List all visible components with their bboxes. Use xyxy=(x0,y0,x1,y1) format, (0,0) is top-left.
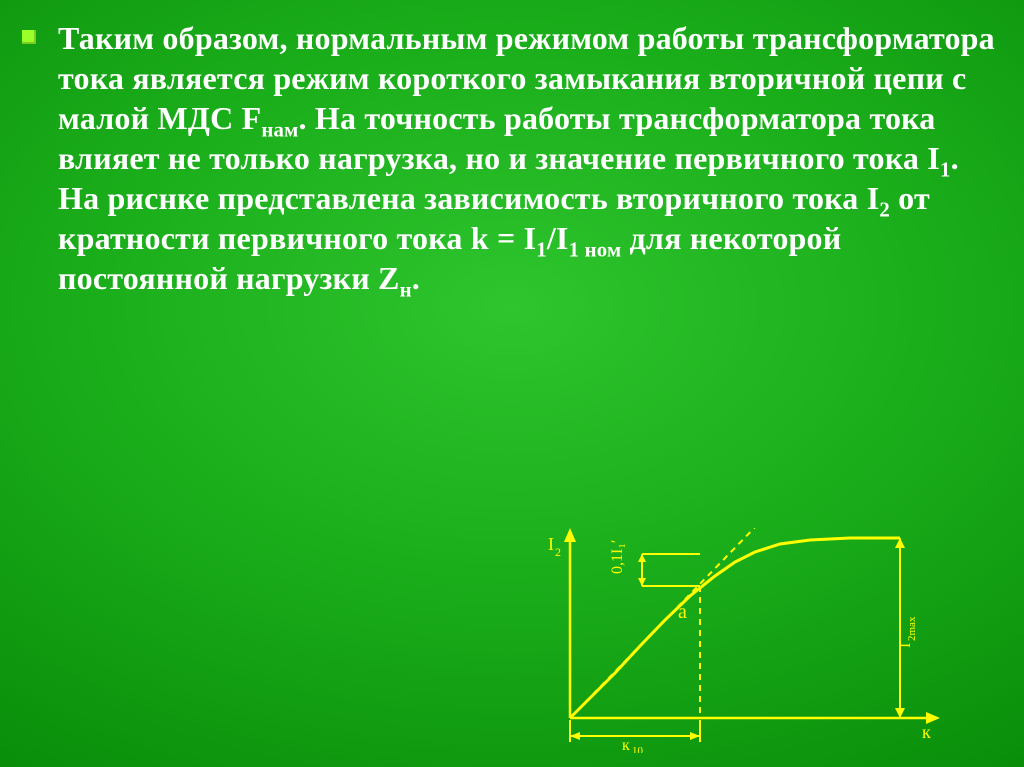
k10-label: к xyxy=(622,737,630,753)
i2max-label: I xyxy=(897,643,914,648)
i2max-marker xyxy=(895,538,905,718)
chart-container: I 2 а 0,1I₁′ I 2max к 10 к xyxy=(530,528,970,753)
y-axis-arrow-icon xyxy=(564,528,576,542)
paragraph-text: Таким образом, нормальным режимом работы… xyxy=(58,18,1006,298)
a-label: а xyxy=(678,601,687,623)
k10-label-sub: 10 xyxy=(632,745,644,753)
curve-chart: I 2 а 0,1I₁′ I 2max к 10 к xyxy=(530,528,970,753)
x-axis-label: к xyxy=(922,722,931,742)
y-axis-label-sub: 2 xyxy=(555,545,561,559)
k10-dimension xyxy=(570,720,700,742)
y-axis-label: I xyxy=(548,534,554,554)
bullet-icon xyxy=(22,30,36,44)
i2max-label-sub: 2max xyxy=(906,616,918,641)
slide: Таким образом, нормальным режимом работы… xyxy=(0,0,1024,767)
delta-label: 0,1I₁′ xyxy=(609,540,626,574)
knee-bracket xyxy=(638,554,700,586)
